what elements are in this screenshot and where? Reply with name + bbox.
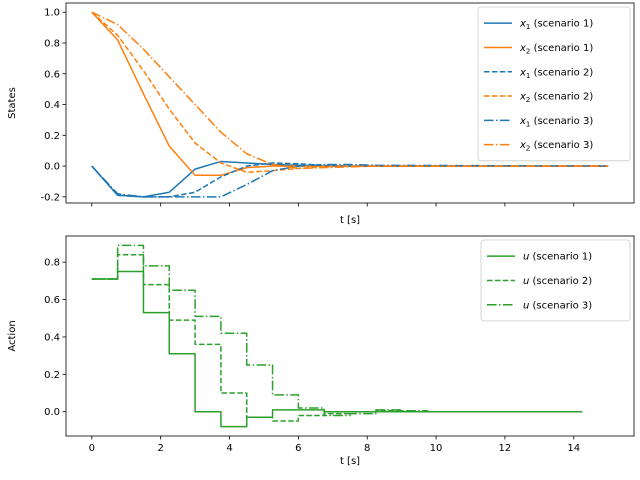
series-line-states-6 xyxy=(91,11,609,170)
legend-box xyxy=(480,239,631,322)
legend-entry: x1 (scenario 3) xyxy=(519,116,593,129)
series-line-action-2 xyxy=(91,253,428,422)
action-x-axis-label: t [s] xyxy=(340,456,360,467)
x-tick-label: 6 xyxy=(295,443,301,454)
states-panel: -0.2 0.0 0.2 0.4 0.6 0.8 1.0 t [s] States x1 (sce… xyxy=(7,2,635,226)
x-tick-label: 2 xyxy=(157,443,163,454)
y-tick-label: 0.0 xyxy=(44,162,60,173)
series-line-states-3 xyxy=(91,162,609,198)
y-tick-label: 0.8 xyxy=(44,258,60,269)
x-tick-label: 14 xyxy=(567,443,580,454)
legend-entry: x2 (scenario 2) xyxy=(519,92,593,105)
y-tick-label: 0.2 xyxy=(44,131,60,142)
legend-entry: x2 (scenario 1) xyxy=(519,43,593,56)
y-tick-label: -0.2 xyxy=(40,192,60,203)
legend-entry: u (scenario 2) xyxy=(523,276,592,287)
action-legend: u (scenario 1) u (scenario 2) u (scenario … xyxy=(480,239,631,322)
x-tick-label: 0 xyxy=(89,443,95,454)
action-axes-frame xyxy=(65,235,635,437)
legend-entry: u (scenario 1) xyxy=(523,252,592,263)
series-line-states-4 xyxy=(91,11,609,173)
series-line-action-1 xyxy=(91,270,583,428)
y-tick-label: 0.4 xyxy=(44,100,60,111)
states-legend: x1 (scenario 1) x2 (scenario 1) x1 (scenar… xyxy=(477,6,631,162)
legend-box xyxy=(477,6,631,162)
x-tick-label: 12 xyxy=(499,443,512,454)
y-tick-label: 0.2 xyxy=(44,370,60,381)
y-tick-label: 0.6 xyxy=(44,295,60,306)
y-tick-label: 0.6 xyxy=(44,69,60,80)
series-line-states-5 xyxy=(91,163,609,198)
x-tick-label: 8 xyxy=(364,443,370,454)
series-line-action-3 xyxy=(91,244,429,417)
legend-entry: x1 (scenario 2) xyxy=(519,67,593,80)
y-tick-label: 0.8 xyxy=(44,39,60,50)
states-axes-frame xyxy=(65,2,635,204)
series-line-states-2 xyxy=(91,11,609,177)
legend-entry: x1 (scenario 1) xyxy=(519,19,593,32)
states-y-axis-label: States xyxy=(7,87,18,119)
legend-entry: x2 (scenario 3) xyxy=(519,140,593,153)
y-tick-label: 0.0 xyxy=(44,407,60,418)
states-x-axis-label: t [s] xyxy=(340,215,360,226)
action-panel: 0.0 0.2 0.4 0.6 0.8 0 2 4 6 8 10 12 14 t [s] Action u (… xyxy=(7,235,635,467)
action-y-axis-label: Action xyxy=(7,320,18,351)
y-tick-label: 1.0 xyxy=(44,8,60,19)
x-tick-label: 4 xyxy=(226,443,232,454)
x-tick-label: 10 xyxy=(430,443,443,454)
y-tick-label: 0.4 xyxy=(44,332,60,343)
legend-entry: u (scenario 3) xyxy=(523,300,592,311)
